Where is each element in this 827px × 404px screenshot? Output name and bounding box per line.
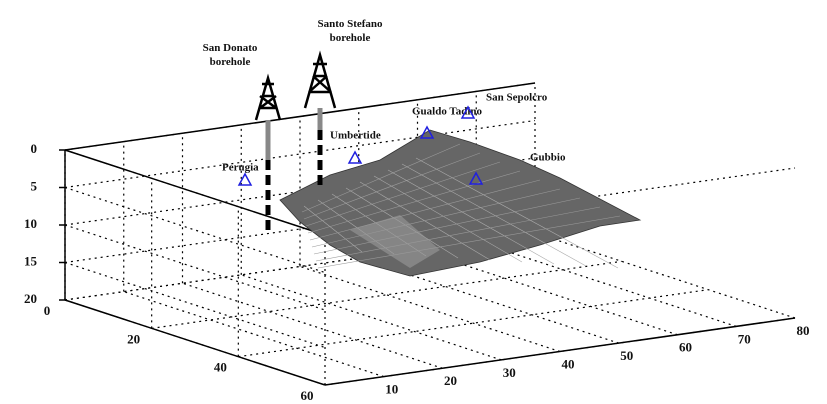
grid-line	[300, 267, 560, 352]
z-tick-label: 0	[31, 141, 38, 156]
surface	[280, 130, 640, 276]
grid-line	[241, 275, 501, 360]
z-tick-label: 20	[24, 291, 37, 306]
x-tick-label: 60	[301, 388, 314, 403]
y-tick-label: 20	[444, 373, 457, 388]
station-label: Perugia	[222, 162, 259, 174]
station-label: San Sepolcro	[486, 92, 548, 104]
y-tick-label: 40	[562, 356, 575, 371]
grid-line	[476, 241, 736, 326]
x-tick-label: 0	[44, 303, 51, 318]
axis-line	[65, 150, 325, 235]
y-tick-label: 50	[620, 348, 633, 363]
axis-line	[65, 300, 325, 385]
grid-line	[152, 261, 622, 328]
x-tick-label: 20	[127, 331, 140, 346]
surface-patch	[280, 130, 640, 276]
grid-line	[535, 233, 795, 318]
z-tick-label: 5	[31, 178, 38, 193]
z-tick-label: 15	[24, 253, 38, 268]
x-tick-label: 40	[214, 360, 227, 375]
z-tick-label: 10	[24, 216, 37, 231]
y-tick-label: 70	[738, 331, 751, 346]
station-label: Gubbio	[530, 152, 566, 164]
grid-line	[183, 283, 443, 368]
y-tick-label: 10	[385, 382, 398, 397]
y-tick-label: 30	[503, 365, 516, 380]
grid-line	[65, 263, 325, 348]
station-label: Umbertide	[330, 130, 381, 142]
tower-icon	[256, 55, 335, 120]
y-tick-label: 80	[797, 323, 810, 338]
grid-line	[124, 292, 384, 377]
grid-line	[65, 225, 325, 310]
chart: 0 5 10 15 20 0 20 40 60 10 20 30 40 50 60 70 80 San Dona…	[0, 0, 827, 404]
y-tick-label: 60	[679, 340, 692, 355]
